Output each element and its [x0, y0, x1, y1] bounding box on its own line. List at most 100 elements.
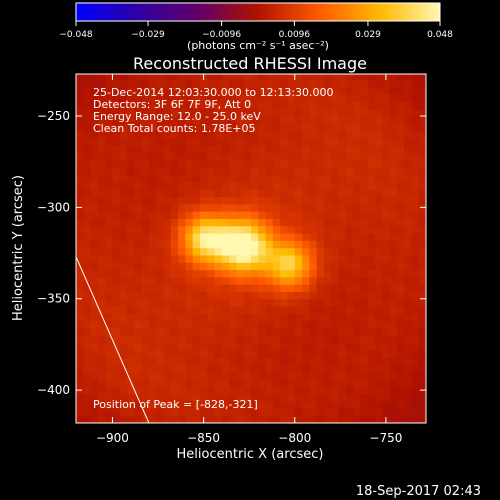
- heatmap-cell: [185, 225, 194, 234]
- heatmap-cell: [178, 306, 186, 314]
- heatmap-cell: [396, 94, 405, 103]
- heatmap-cell: [236, 357, 245, 366]
- heatmap-cell: [90, 291, 99, 300]
- heatmap-cell: [309, 211, 318, 219]
- y-tick-label: −250: [37, 109, 70, 123]
- heatmap-cell: [221, 393, 230, 402]
- heatmap-cell: [251, 357, 259, 366]
- heatmap-cell: [309, 284, 318, 293]
- heatmap-cell: [141, 313, 150, 322]
- heatmap-cell: [105, 379, 114, 388]
- heatmap-cell: [156, 218, 165, 227]
- heatmap-cell: [199, 232, 208, 241]
- heatmap-cell: [127, 167, 135, 176]
- heatmap-cell: [345, 254, 354, 263]
- heatmap-cell: [185, 342, 194, 351]
- heatmap-cell: [76, 313, 84, 322]
- heatmap-cell: [76, 211, 84, 219]
- heatmap-cell: [163, 203, 172, 212]
- heatmap-cell: [105, 254, 114, 263]
- heatmap-cell: [338, 335, 347, 344]
- heatmap-cell: [367, 298, 376, 307]
- heatmap-cell: [294, 159, 303, 168]
- heatmap-cell: [170, 342, 179, 351]
- heatmap-cell: [272, 306, 281, 314]
- heatmap-cell: [105, 74, 114, 81]
- heatmap-cell: [192, 291, 201, 300]
- heatmap-cell: [243, 196, 252, 205]
- heatmap-cell: [163, 379, 172, 388]
- heatmap-cell: [316, 167, 325, 176]
- heatmap-cell: [272, 364, 281, 373]
- heatmap-cell: [156, 276, 165, 285]
- heatmap-cell: [316, 313, 325, 322]
- heatmap-cell: [127, 393, 135, 402]
- heatmap-cell: [134, 108, 143, 117]
- heatmap-cell: [148, 269, 157, 278]
- heatmap-cell: [294, 320, 303, 329]
- heatmap-cell: [119, 415, 128, 423]
- heatmap-cell: [338, 364, 347, 373]
- heatmap-cell: [185, 74, 194, 81]
- heatmap-cell: [83, 225, 92, 234]
- heatmap-cell: [141, 130, 150, 139]
- heatmap-cell: [389, 79, 398, 88]
- heatmap-cell: [112, 298, 121, 307]
- heatmap-cell: [360, 196, 369, 205]
- heatmap-cell: [97, 225, 106, 234]
- heatmap-cell: [367, 364, 376, 373]
- heatmap-cell: [141, 159, 150, 168]
- y-tick-label: −400: [37, 383, 70, 397]
- heatmap-cell: [404, 225, 413, 234]
- heatmap-cell: [134, 167, 143, 176]
- heatmap-cell: [185, 313, 194, 322]
- heatmap-cell: [287, 342, 296, 351]
- heatmap-cell: [287, 101, 296, 110]
- heatmap-cell: [411, 167, 420, 176]
- heatmap-cell: [97, 108, 106, 117]
- heatmap-cell: [396, 189, 405, 198]
- heatmap-cell: [163, 349, 172, 358]
- heatmap-cell: [258, 306, 267, 314]
- heatmap-cell: [338, 196, 347, 205]
- y-axis-ticks: −250−300−350−400: [37, 109, 426, 397]
- heatmap-cell: [83, 335, 92, 344]
- heatmap-cell: [338, 240, 347, 249]
- heatmap-cell: [141, 174, 150, 183]
- heatmap-cell: [251, 101, 259, 110]
- heatmap-cell: [97, 159, 106, 168]
- heatmap-cell: [243, 225, 252, 234]
- heatmap-cell: [156, 130, 165, 139]
- heatmap-cell: [163, 218, 172, 227]
- heatmap-cell: [243, 269, 252, 278]
- heatmap-cell: [404, 145, 413, 154]
- heatmap-cell: [178, 211, 186, 219]
- heatmap-cell: [280, 371, 289, 380]
- heatmap-cell: [374, 181, 383, 190]
- heatmap-cell: [265, 342, 274, 351]
- heatmap-cell: [331, 386, 340, 395]
- heatmap-cell: [134, 218, 143, 227]
- heatmap-cell: [156, 320, 165, 329]
- heatmap-cell: [345, 232, 354, 241]
- heatmap-cell: [83, 189, 92, 198]
- heatmap-cell: [258, 349, 267, 358]
- heatmap-cell: [294, 313, 303, 322]
- heatmap-cell: [287, 159, 296, 168]
- heatmap-cell: [418, 211, 426, 219]
- heatmap-cell: [353, 415, 361, 423]
- heatmap-cell: [119, 101, 128, 110]
- heatmap-cell: [280, 203, 289, 212]
- heatmap-cell: [236, 386, 245, 395]
- heatmap-cell: [353, 371, 361, 380]
- heatmap-cell: [185, 408, 194, 417]
- heatmap-cell: [76, 393, 84, 402]
- heatmap-cell: [265, 108, 274, 117]
- heatmap-cell: [251, 232, 259, 241]
- annotation-detectors: Detectors: 3F 6F 7F 9F, Att 0: [93, 98, 251, 111]
- heatmap-cell: [287, 225, 296, 234]
- heatmap-cell: [127, 284, 135, 293]
- heatmap-cell: [309, 313, 318, 322]
- heatmap-cell: [389, 101, 398, 110]
- heatmap-cell: [156, 298, 165, 307]
